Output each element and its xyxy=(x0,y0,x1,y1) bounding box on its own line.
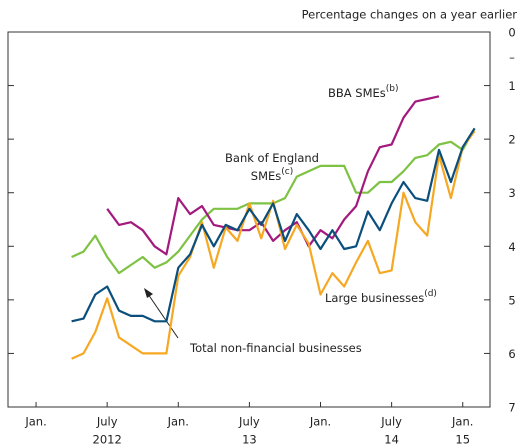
y-tick-label: 7 xyxy=(508,401,515,415)
x-tick-label: Jan. xyxy=(167,415,189,429)
series-line xyxy=(71,127,476,323)
x-year-label: 2012 xyxy=(93,433,122,447)
x-year-label: 13 xyxy=(242,433,257,447)
x-tick-label: Jan. xyxy=(24,415,46,429)
series-label-text: Large businesses xyxy=(325,291,424,305)
arrow-head xyxy=(144,288,153,298)
y-tick-label: 1 xyxy=(508,79,515,93)
series-label-note: (b) xyxy=(386,84,399,94)
series-label: Large businesses(d) xyxy=(325,289,437,305)
series-label: Total non-financial businesses xyxy=(189,341,362,355)
y-sign: – xyxy=(509,51,515,65)
series-label: Bank of England xyxy=(225,151,319,165)
series-label-text: SMEs xyxy=(251,169,281,183)
series-label: BBA SMEs(b) xyxy=(328,84,399,100)
x-tick-label: July xyxy=(238,415,260,429)
series-label-text: Total non-financial businesses xyxy=(189,341,362,355)
x-year-label: 15 xyxy=(455,433,470,447)
subtitle: Percentage changes on a year earlier xyxy=(302,8,518,22)
y-tick-label: 5 xyxy=(508,293,515,307)
y-tick-label: 0 xyxy=(508,26,515,40)
x-tick-label: July xyxy=(380,415,402,429)
series-line xyxy=(71,130,476,360)
series-label: SMEs(c) xyxy=(251,167,293,183)
series-label-note: (c) xyxy=(281,167,293,177)
x-year-label: 14 xyxy=(384,433,399,447)
y-tick-label: 3 xyxy=(508,186,515,200)
y-tick-label: 2 xyxy=(508,133,515,147)
x-tick-label: Jan. xyxy=(309,415,331,429)
series-label-text: Bank of England xyxy=(225,151,319,165)
annotation-arrow xyxy=(147,293,179,339)
series-line xyxy=(106,95,440,256)
x-tick-label: Jan. xyxy=(451,415,473,429)
series-label-text: BBA SMEs xyxy=(328,86,386,100)
x-tick-label: July xyxy=(96,415,118,429)
series-label-note: (d) xyxy=(424,289,437,299)
y-tick-label: 6 xyxy=(508,347,515,361)
y-tick-label: 4 xyxy=(508,240,515,254)
